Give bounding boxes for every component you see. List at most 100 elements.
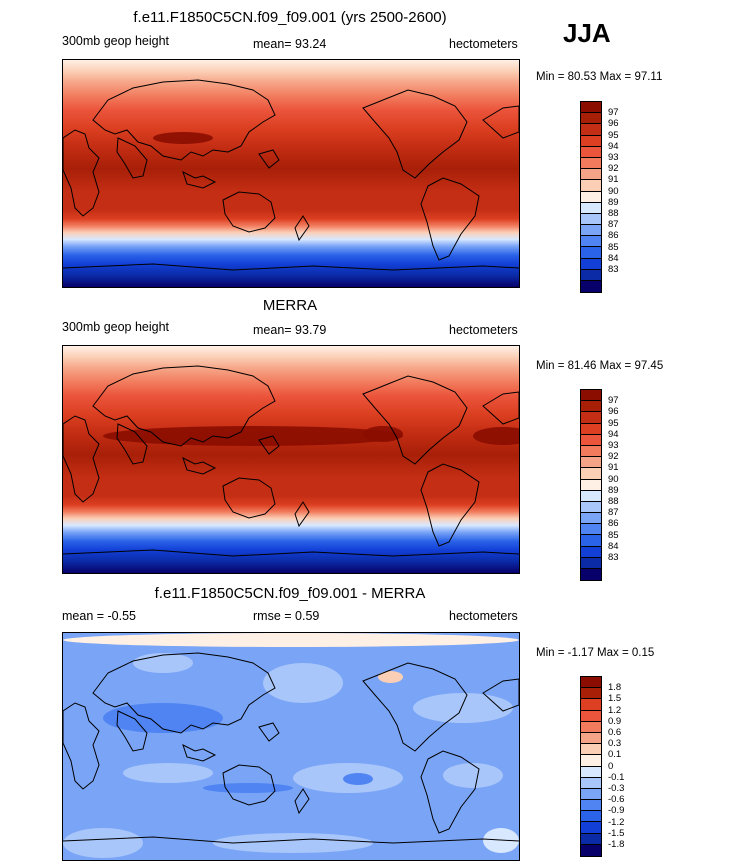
coastline — [362, 375, 468, 465]
field-patch — [133, 653, 193, 673]
colorbar-box — [581, 557, 601, 569]
panel-3-units-label: hectometers — [449, 609, 518, 623]
max-region — [153, 132, 213, 144]
coastline — [116, 710, 148, 752]
coastline — [482, 105, 519, 139]
panel-3-rmse-label: rmse = 0.59 — [253, 609, 320, 623]
colorbar-tick-label: 93 — [608, 152, 619, 163]
colorbar-tick-label: 0 — [608, 760, 614, 772]
field-patch — [378, 671, 403, 683]
coastline — [420, 463, 480, 547]
colorbar-box — [581, 490, 601, 502]
panel-3-minmax: Min = -1.17 Max = 0.15 — [536, 647, 655, 659]
coastline — [362, 662, 468, 752]
colorbar-tick-label: 0.9 — [608, 715, 622, 727]
field-patch — [343, 773, 373, 785]
coastline — [182, 457, 217, 475]
colorbar-box — [581, 677, 601, 689]
colorbar-tick-label: 87 — [608, 219, 619, 231]
colorbar-tick-label: -0.3 — [608, 783, 625, 794]
panel-3-colorbar — [580, 676, 602, 857]
colorbar-box — [581, 811, 601, 823]
colorbar-box — [581, 546, 601, 558]
coastline — [258, 149, 280, 169]
colorbar-box — [581, 788, 601, 801]
colorbar-tick-label: 95 — [608, 417, 619, 429]
colorbar-tick-label: 95 — [608, 129, 619, 141]
colorbar-box — [581, 457, 601, 469]
coastline — [92, 652, 276, 734]
colorbar-tick-label: 84 — [608, 252, 619, 264]
coastline — [63, 549, 519, 557]
field-patch — [263, 663, 343, 703]
coastline — [222, 764, 276, 806]
colorbar-tick-label: 0.1 — [608, 749, 622, 761]
coastline — [222, 191, 276, 233]
colorbar-tick-label: 1.2 — [608, 704, 622, 716]
coastline — [258, 722, 280, 742]
colorbar-box — [581, 423, 601, 435]
coastline — [63, 129, 100, 217]
colorbar-box — [581, 146, 601, 158]
panel-1-mean-label: mean= 93.24 — [253, 37, 327, 51]
colorbar-box — [581, 688, 601, 700]
colorbar-box — [581, 844, 601, 856]
colorbar-box — [581, 135, 601, 147]
colorbar-box — [581, 777, 601, 789]
colorbar-box — [581, 732, 601, 745]
colorbar-tick-label: 89 — [608, 484, 619, 496]
map-svg-2 — [63, 346, 519, 573]
coastline — [258, 435, 280, 455]
colorbar-box — [581, 766, 601, 778]
panel-1-map — [62, 59, 520, 288]
colorbar-box — [581, 513, 601, 525]
max-region — [103, 426, 403, 446]
panel-1-colorbar — [580, 101, 602, 294]
colorbar-tick-label: 1.5 — [608, 693, 622, 705]
colorbar-tick-label: 0.6 — [608, 727, 622, 738]
coastline — [182, 171, 217, 189]
panel-3-title: f.e11.F1850C5CN.f09_f09.001 - MERRA — [154, 585, 426, 602]
colorbar-tick-label: 83 — [608, 552, 619, 563]
colorbar-box — [581, 535, 601, 547]
colorbar-box — [581, 390, 601, 402]
panel-1-units-label: hectometers — [449, 37, 518, 51]
panel-2-map — [62, 345, 520, 574]
coastline — [116, 137, 148, 179]
field-patch — [123, 763, 213, 783]
field-patch — [63, 633, 519, 647]
coastline — [362, 89, 468, 179]
colorbar-box — [581, 479, 601, 491]
colorbar-box — [581, 157, 601, 170]
colorbar-tick-label: -0.1 — [608, 771, 625, 783]
coastline — [63, 415, 100, 503]
panel-2-minmax: Min = 81.46 Max = 97.45 — [536, 360, 664, 372]
colorbar-box — [581, 247, 601, 259]
colorbar-tick-label: 90 — [608, 185, 619, 197]
colorbar-box — [581, 269, 601, 281]
max-region — [473, 427, 519, 445]
coastline — [116, 423, 148, 465]
colorbar-tick-label: 86 — [608, 518, 619, 530]
panel-2-title: MERRA — [262, 297, 318, 314]
colorbar-box — [581, 258, 601, 270]
coastline — [482, 391, 519, 425]
colorbar-box — [581, 524, 601, 536]
colorbar-box — [581, 281, 601, 293]
colorbar-tick-label: 91 — [608, 462, 619, 474]
colorbar-tick-label: -0.9 — [608, 805, 625, 817]
field-patch — [63, 828, 143, 858]
field-fill — [63, 60, 519, 287]
colorbar-tick-label: 91 — [608, 174, 619, 186]
coastline — [294, 215, 310, 242]
colorbar-tick-label: 96 — [608, 118, 619, 130]
season-label: JJA — [563, 18, 611, 48]
colorbar-tick-label: 89 — [608, 196, 619, 208]
colorbar-tick-label: 88 — [608, 208, 619, 219]
colorbar-tick-label: -0.6 — [608, 794, 625, 806]
colorbar-tick-label: 87 — [608, 507, 619, 519]
coastline — [92, 365, 276, 447]
max-region — [363, 426, 403, 442]
colorbar-tick-label: -1.5 — [608, 827, 625, 839]
colorbar-tick-label: 92 — [608, 451, 619, 463]
